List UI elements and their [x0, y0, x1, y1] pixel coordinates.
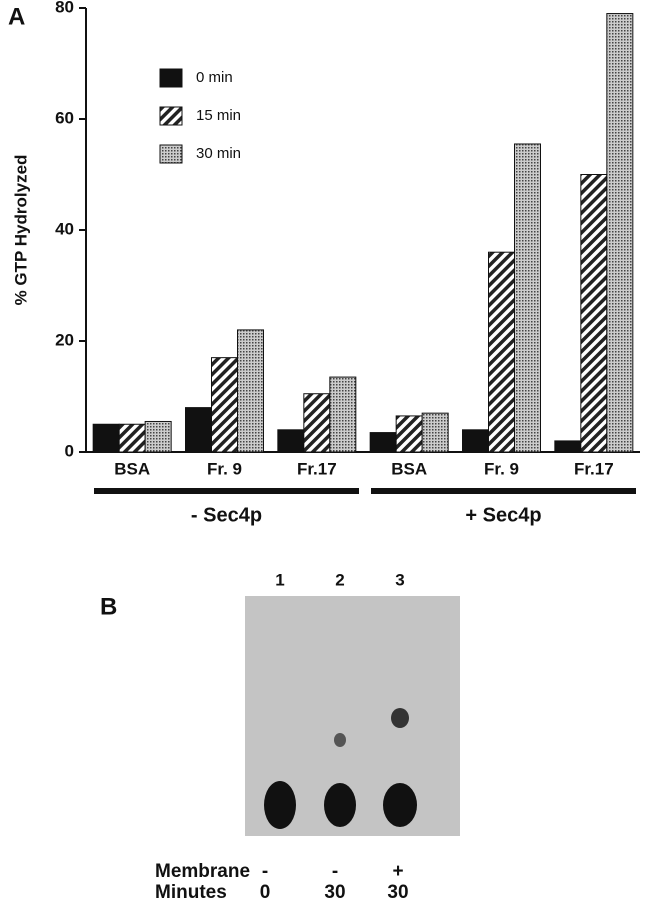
x-tick-label: BSA	[114, 459, 150, 478]
bar	[278, 430, 304, 452]
bar	[370, 433, 396, 452]
legend-swatch	[160, 107, 182, 125]
lane-label: 2	[335, 570, 344, 589]
bar-chart: 0 20 40 60 80 BSA Fr. 9 Fr.17 BSA Fr. 9 Fr.17 - Sec…	[55, 0, 640, 526]
row-label: Minutes	[155, 882, 227, 903]
y-tick-label: 60	[55, 108, 74, 127]
bar	[607, 14, 633, 452]
bar	[555, 441, 581, 452]
gel-spot	[324, 783, 356, 827]
bar	[145, 421, 171, 452]
bar	[330, 377, 356, 452]
row-value: -	[262, 861, 268, 882]
bar	[396, 416, 422, 452]
row-value: -	[332, 861, 338, 882]
bar	[304, 394, 330, 452]
bar	[212, 358, 238, 452]
group-bracket	[371, 488, 636, 494]
bar	[515, 144, 541, 452]
y-axis-label: % GTP Hydrolyzed	[11, 155, 30, 306]
y-tick-label: 20	[55, 330, 74, 349]
legend-label: 30 min	[196, 145, 241, 162]
y-tick-label: 40	[55, 219, 74, 238]
bar	[119, 424, 145, 452]
group-label: + Sec4p	[465, 504, 541, 526]
legend-swatch	[160, 69, 182, 87]
lane-label: 1	[275, 570, 284, 589]
x-tick-label: Fr.17	[297, 459, 337, 478]
x-tick-label: Fr. 9	[207, 459, 242, 478]
figure: A % GTP Hydrolyzed 020406080BSAFr. 9Fr.1…	[0, 0, 649, 903]
bar	[463, 430, 489, 452]
row-value: 0	[260, 882, 271, 903]
lane-label: 3	[395, 570, 404, 589]
gel-spot	[391, 708, 409, 728]
gel-spot	[334, 733, 346, 747]
y-tick-label: 0	[65, 441, 74, 460]
row-label: Membrane	[155, 861, 250, 882]
x-tick-label: BSA	[391, 459, 427, 478]
legend-swatch	[160, 145, 182, 163]
row-value: 30	[387, 882, 408, 903]
row-value: 30	[324, 882, 345, 903]
panel-label: B	[100, 593, 117, 620]
gel-spot	[383, 783, 417, 827]
group-label: - Sec4p	[191, 504, 262, 526]
y-tick-label: 80	[55, 0, 74, 16]
bar	[422, 413, 448, 452]
x-tick-label: Fr.17	[574, 459, 614, 478]
bar	[238, 330, 264, 452]
group-bracket	[94, 488, 359, 494]
bar	[186, 408, 212, 452]
x-tick-label: Fr. 9	[484, 459, 519, 478]
legend-label: 15 min	[196, 107, 241, 124]
row-value: +	[392, 861, 403, 882]
bar	[489, 252, 515, 452]
bar	[581, 175, 607, 453]
legend-label: 0 min	[196, 69, 233, 86]
bar	[93, 424, 119, 452]
panel-label: A	[8, 3, 25, 30]
gel-spot	[264, 781, 296, 829]
